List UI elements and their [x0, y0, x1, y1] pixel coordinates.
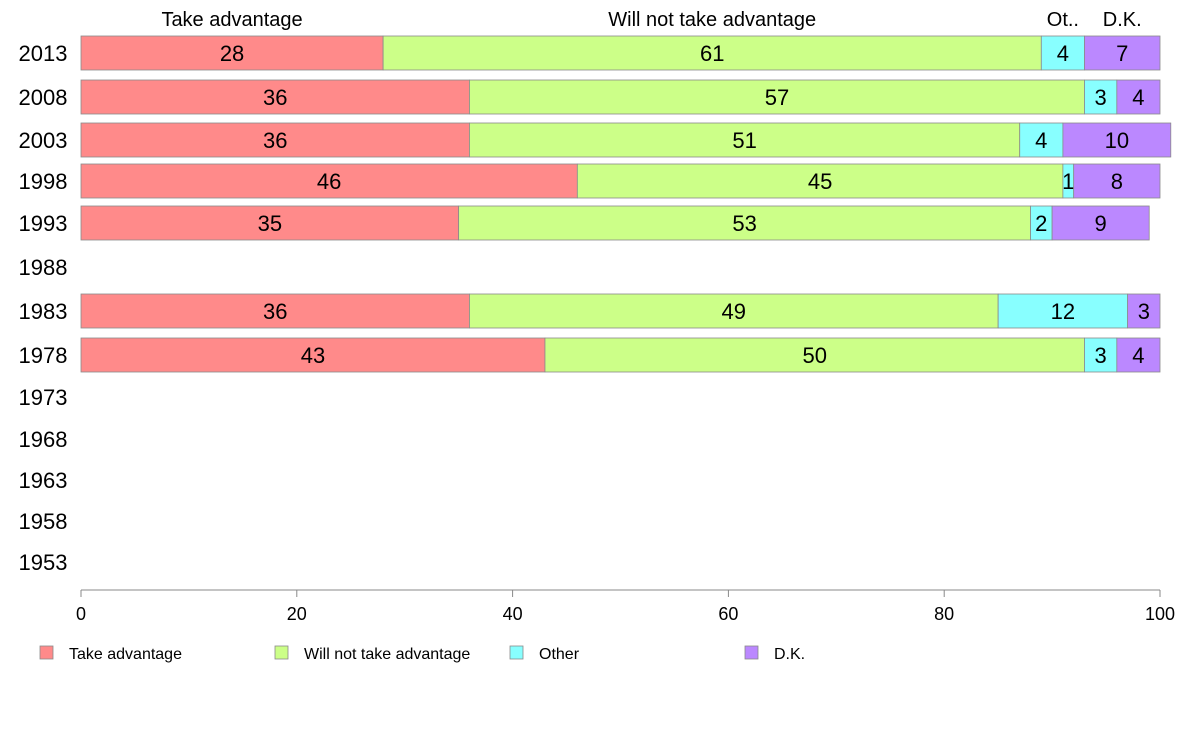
bar-label-2013-3: 7: [1116, 41, 1128, 66]
legend: Take advantage Will not take advantage Oth…: [39, 645, 805, 663]
bar-1978-3: [1116, 337, 1161, 373]
legend-swatch-0: [39, 645, 54, 660]
bar-label-1978-1: 50: [802, 343, 826, 368]
bar-label-2008-1: 57: [765, 85, 789, 110]
y-label-1998: 1998: [19, 169, 68, 194]
bar-2013-3: [1084, 35, 1161, 71]
bar-label-1993-2: 2: [1035, 211, 1047, 236]
legend-swatch-1: [274, 645, 289, 660]
bar-1998-1: [576, 163, 1064, 199]
bar-label-2013-2: 4: [1057, 41, 1069, 66]
bar-label-1998-0: 46: [317, 169, 341, 194]
bar-label-2003-2: 4: [1035, 128, 1047, 153]
bar-label-1983-2: 12: [1051, 299, 1075, 324]
bar-label-2003-0: 36: [263, 128, 287, 153]
bar-label-2003-1: 51: [732, 128, 756, 153]
x-tick-label-100: 100: [1145, 604, 1175, 624]
bar-2008-1: [469, 79, 1085, 115]
legend-label-3: D.K.: [774, 646, 805, 663]
y-label-2008: 2008: [19, 85, 68, 110]
bar-2008-0: [80, 79, 470, 115]
bar-2013-2: [1040, 35, 1085, 71]
bar-label-1993-3: 9: [1095, 211, 1107, 236]
bar-2003-3: [1062, 122, 1172, 158]
bar-label-1993-1: 53: [732, 211, 756, 236]
bar-label-2013-0: 28: [220, 41, 244, 66]
bar-label-1978-0: 43: [301, 343, 325, 368]
y-label-2013: 2013: [19, 41, 68, 66]
bar-label-2008-3: 4: [1132, 85, 1144, 110]
bar-1978-2: [1084, 337, 1118, 373]
y-label-1988: 1988: [19, 255, 68, 280]
y-label-1958: 1958: [19, 509, 68, 534]
top-label-1: Will not take advantage: [608, 9, 816, 31]
bar-1978-0: [80, 337, 546, 373]
bar-label-1993-0: 35: [258, 211, 282, 236]
bar-1983-1: [469, 293, 999, 329]
y-label-1973: 1973: [19, 385, 68, 410]
bar-2003-1: [469, 122, 1021, 158]
bar-1978-1: [544, 337, 1085, 373]
bar-label-1983-0: 36: [263, 299, 287, 324]
legend-label-2: Other: [539, 646, 580, 663]
bar-1983-0: [80, 293, 470, 329]
y-label-1963: 1963: [19, 468, 68, 493]
bar-label-1983-1: 49: [722, 299, 746, 324]
legend-swatch-2: [509, 645, 524, 660]
y-label-2003: 2003: [19, 128, 68, 153]
y-label-1953: 1953: [19, 550, 68, 575]
bar-label-1998-1: 45: [808, 169, 832, 194]
bar-label-1998-2: 1: [1062, 169, 1074, 194]
bar-1983-3: [1127, 293, 1161, 329]
top-label-2: Ot..: [1047, 9, 1079, 31]
bar-label-2008-0: 36: [263, 85, 287, 110]
legend-label-1: Will not take advantage: [304, 646, 470, 663]
y-label-1968: 1968: [19, 427, 68, 452]
bar-1993-3: [1051, 205, 1150, 241]
bar-2008-3: [1116, 79, 1161, 115]
top-label-0: Take advantage: [161, 9, 302, 31]
bar-label-2003-3: 10: [1105, 128, 1129, 153]
x-tick-label-40: 40: [503, 604, 523, 624]
bar-label-1998-3: 8: [1111, 169, 1123, 194]
bar-2008-2: [1084, 79, 1118, 115]
bar-1998-3: [1073, 163, 1161, 199]
x-tick-label-20: 20: [287, 604, 307, 624]
x-axis: 0 20 40 60 80 100: [76, 589, 1175, 624]
bar-label-1978-3: 4: [1132, 343, 1144, 368]
bar-2003-0: [80, 122, 470, 158]
bar-label-2013-1: 61: [700, 41, 724, 66]
bar-2013-1: [382, 35, 1042, 71]
bar-label-1978-2: 3: [1095, 343, 1107, 368]
y-label-1983: 1983: [19, 299, 68, 324]
bar-1998-0: [80, 163, 578, 199]
legend-label-0: Take advantage: [69, 646, 182, 663]
y-label-1993: 1993: [19, 211, 68, 236]
y-label-1978: 1978: [19, 343, 68, 368]
top-column-labels: Take advantage Will not take advantage Ot.…: [161, 9, 1141, 31]
legend-swatch-3: [744, 645, 759, 660]
x-tick-label-80: 80: [934, 604, 954, 624]
bar-label-1983-3: 3: [1138, 299, 1150, 324]
bar-2013-0: [80, 35, 384, 71]
bar-label-2008-2: 3: [1095, 85, 1107, 110]
x-tick-label-0: 0: [76, 604, 86, 624]
top-label-3: D.K.: [1103, 9, 1142, 31]
y-axis-labels: 2013 2008 2003 1998 1993 1988 1983 1978 1973 1968…: [19, 41, 68, 575]
x-tick-label-60: 60: [718, 604, 738, 624]
